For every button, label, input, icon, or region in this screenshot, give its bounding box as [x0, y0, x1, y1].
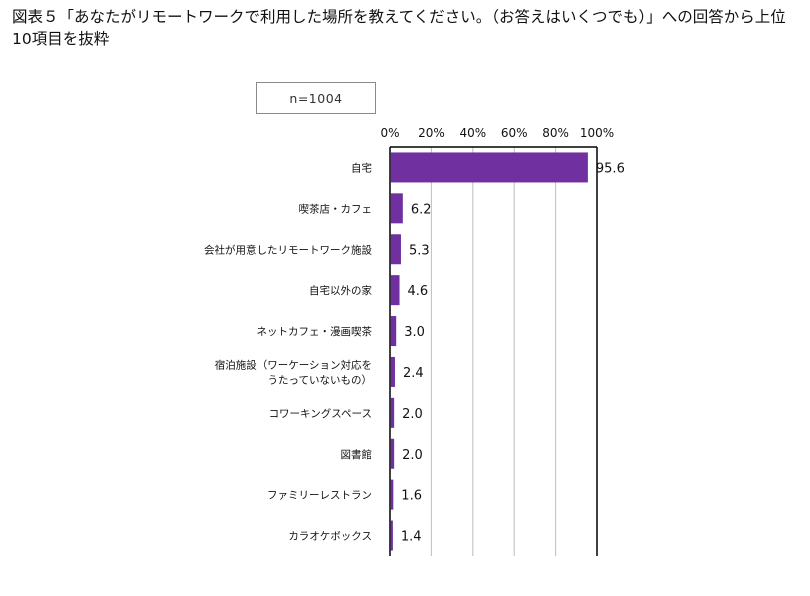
category-label-line: カラオケボックス: [288, 531, 372, 543]
category-label: 会社が用意したリモートワーク施設: [204, 243, 372, 256]
category-label: 自宅以外の家: [309, 284, 372, 297]
value-label: 95.6: [596, 161, 625, 176]
bar: [390, 152, 588, 183]
category-label: 図書館: [341, 448, 373, 461]
value-label: 1.4: [401, 530, 422, 545]
x-tick-label: 80%: [542, 126, 569, 140]
category-label: ファミリーレストラン: [267, 490, 372, 502]
bar: [390, 234, 401, 265]
category-label-line: ファミリーレストラン: [267, 490, 372, 502]
category-label: 喫茶店・カフェ: [299, 202, 373, 215]
bar: [390, 356, 395, 387]
x-tick-label: 40%: [459, 126, 486, 140]
value-label: 2.4: [403, 366, 424, 381]
bar: [390, 193, 403, 224]
bar: [390, 438, 395, 469]
value-label: 2.0: [402, 448, 423, 463]
category-label: コワーキングスペース: [269, 407, 372, 420]
x-tick-label: 60%: [501, 126, 528, 140]
category-label: ネットカフェ・漫画喫茶: [257, 325, 373, 338]
sample-size-box: n=1004: [256, 82, 376, 114]
category-label: 自宅: [351, 161, 372, 174]
x-tick-label: 20%: [418, 126, 445, 140]
bar: [390, 479, 394, 510]
category-label: カラオケボックス: [288, 531, 372, 543]
bar: [390, 316, 397, 347]
category-label-line: うたっていないもの）: [268, 374, 372, 386]
value-label: 4.6: [408, 284, 429, 299]
sample-size-label: n=1004: [289, 90, 343, 106]
bar: [390, 397, 395, 428]
value-label: 2.0: [402, 407, 423, 422]
x-tick-label: 100%: [580, 126, 614, 140]
value-label: 6.2: [411, 202, 432, 217]
category-label-line: 会社が用意したリモートワーク施設: [204, 243, 372, 256]
category-label-line: ネットカフェ・漫画喫茶: [257, 325, 373, 338]
value-label: 1.6: [401, 489, 422, 504]
category-label-line: 図書館: [341, 448, 373, 461]
category-label-line: 自宅: [351, 161, 372, 174]
bar: [390, 520, 393, 551]
category-label-line: 宿泊施設（ワーケーション対応を: [215, 358, 372, 371]
bar: [390, 275, 400, 306]
category-label-line: 喫茶店・カフェ: [299, 202, 373, 215]
chart-title: 図表５「あなたがリモートワークで利用した場所を教えてください。（お答えはいくつで…: [12, 8, 786, 48]
category-label-line: 自宅以外の家: [309, 284, 372, 297]
value-label: 5.3: [409, 243, 430, 258]
category-label-line: コワーキングスペース: [269, 407, 372, 420]
x-tick-label: 0%: [380, 126, 399, 140]
value-label: 3.0: [404, 325, 425, 340]
category-label: 宿泊施設（ワーケーション対応をうたっていないもの）: [215, 358, 372, 386]
